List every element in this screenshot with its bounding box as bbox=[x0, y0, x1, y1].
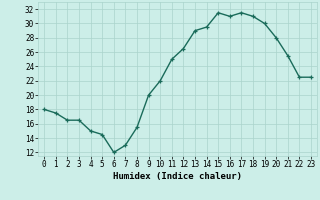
X-axis label: Humidex (Indice chaleur): Humidex (Indice chaleur) bbox=[113, 172, 242, 181]
